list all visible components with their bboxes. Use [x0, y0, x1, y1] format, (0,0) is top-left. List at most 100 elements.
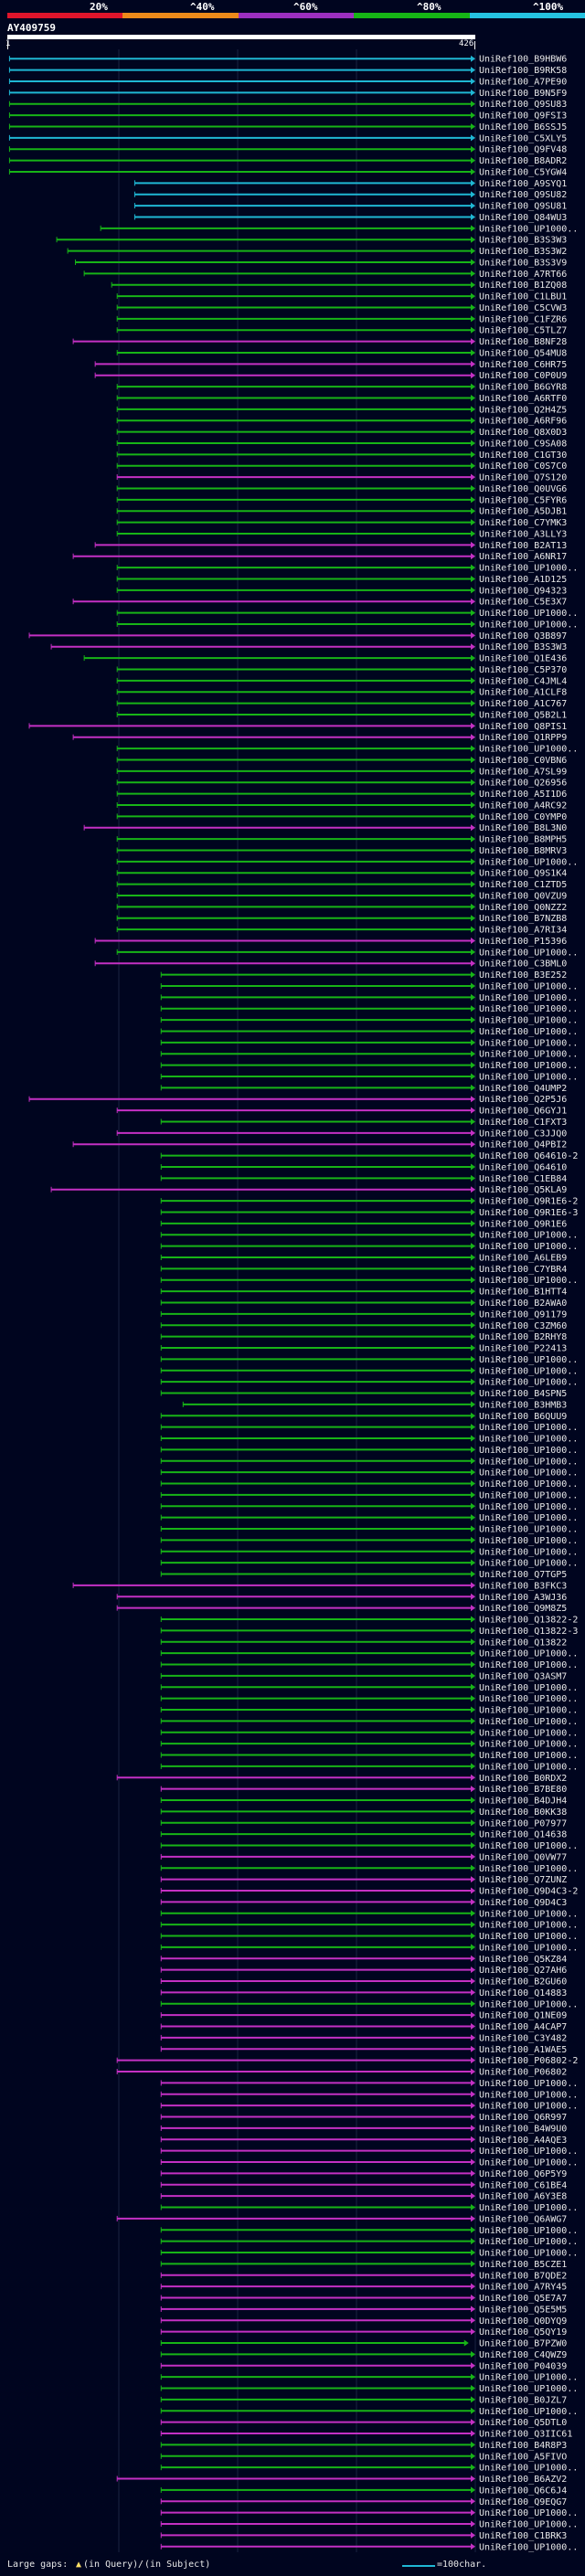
hit-label[interactable]: UniRef100_C5P370: [479, 665, 567, 675]
hit-row[interactable]: UniRef100_Q13822-2: [160, 1616, 578, 1626]
hit-label[interactable]: UniRef100_UP1000..: [479, 2079, 578, 2089]
hit-label[interactable]: UniRef100_B2GU60: [479, 1977, 567, 1988]
hit-row[interactable]: UniRef100_B3E252: [160, 970, 567, 981]
hit-label[interactable]: UniRef100_B3S3W3: [479, 642, 567, 652]
hit-row[interactable]: UniRef100_A7RY45: [160, 2283, 567, 2293]
hit-row[interactable]: UniRef100_A1D125: [116, 575, 567, 585]
hit-row[interactable]: UniRef100_UP1000..: [160, 2464, 578, 2474]
hit-row[interactable]: UniRef100_Q9R1E6-2: [160, 1197, 578, 1207]
hit-label[interactable]: UniRef100_P06802-2: [479, 2056, 578, 2066]
hit-row[interactable]: UniRef100_Q7TGP5: [160, 1570, 567, 1580]
hit-label[interactable]: UniRef100_UP1000..: [479, 2520, 578, 2530]
hit-label[interactable]: UniRef100_Q9R1E6: [479, 1219, 567, 1229]
hit-row[interactable]: UniRef100_Q9R1E6: [160, 1219, 567, 1229]
hit-row[interactable]: UniRef100_Q9EQG7: [160, 2497, 567, 2507]
hit-row[interactable]: UniRef100_B3S3V9: [75, 258, 568, 268]
hit-row[interactable]: UniRef100_B3S3W3: [56, 236, 567, 246]
hit-label[interactable]: UniRef100_A6RF96: [479, 417, 567, 427]
hit-row[interactable]: UniRef100_UP1000..: [100, 224, 578, 234]
hit-label[interactable]: UniRef100_B6SSJ5: [479, 122, 567, 133]
hit-label[interactable]: UniRef100_B3S3W2: [479, 247, 567, 257]
hit-row[interactable]: UniRef100_C4JML4: [116, 676, 567, 686]
hit-label[interactable]: UniRef100_Q9FV48: [479, 145, 567, 155]
hit-label[interactable]: UniRef100_UP1000..: [479, 2542, 578, 2552]
hit-label[interactable]: UniRef100_Q3B897: [479, 631, 567, 641]
hit-label[interactable]: UniRef100_B6QUU9: [479, 1412, 567, 1422]
hit-label[interactable]: UniRef100_Q13822-3: [479, 1627, 578, 1637]
hit-row[interactable]: UniRef100_C1FXT3: [160, 1118, 567, 1128]
hit-row[interactable]: UniRef100_A6RF96: [116, 417, 567, 427]
hit-label[interactable]: UniRef100_Q0VZU9: [479, 891, 567, 901]
hit-label[interactable]: UniRef100_A4CAP7: [479, 2022, 567, 2032]
hit-row[interactable]: UniRef100_B8MPH5: [116, 835, 567, 845]
hit-label[interactable]: UniRef100_UP1000..: [479, 620, 578, 630]
hit-label[interactable]: UniRef100_UP1000..: [479, 564, 578, 574]
hit-row[interactable]: UniRef100_C1LBU1: [116, 292, 567, 302]
hit-row[interactable]: UniRef100_Q14638: [160, 1830, 567, 1840]
hit-row[interactable]: UniRef100_UP1000..: [160, 2090, 578, 2100]
hit-row[interactable]: UniRef100_C0VBN6: [116, 756, 567, 766]
hit-label[interactable]: UniRef100_C0YMP0: [479, 812, 567, 822]
hit-row[interactable]: UniRef100_Q5DTL0: [160, 2418, 567, 2428]
hit-label[interactable]: UniRef100_Q9R1E6-3: [479, 1208, 578, 1218]
hit-row[interactable]: UniRef100_Q7ZUNZ: [160, 1875, 567, 1885]
hit-row[interactable]: UniRef100_B3S3W2: [67, 247, 567, 257]
hit-label[interactable]: UniRef100_C7YBR4: [479, 1265, 567, 1275]
hit-row[interactable]: UniRef100_Q54MU8: [116, 348, 567, 358]
hit-label[interactable]: UniRef100_UP1000..: [479, 1649, 578, 1659]
hit-label[interactable]: UniRef100_UP1000..: [479, 1446, 578, 1456]
hit-row[interactable]: UniRef100_UP1000..: [160, 1943, 578, 1953]
hit-row[interactable]: UniRef100_Q0VW77: [160, 1852, 567, 1862]
hit-row[interactable]: UniRef100_A4AQE3: [160, 2136, 567, 2146]
hit-row[interactable]: UniRef100_A1C767: [116, 699, 567, 709]
hit-row[interactable]: UniRef100_P07977: [160, 1818, 567, 1829]
hit-label[interactable]: UniRef100_B3S3V9: [479, 258, 567, 268]
hit-label[interactable]: UniRef100_C6HR75: [479, 360, 567, 370]
hit-label[interactable]: UniRef100_C5TLZ7: [479, 326, 567, 336]
hit-label[interactable]: UniRef100_Q8X0D3: [479, 428, 567, 438]
hit-label[interactable]: UniRef100_A3WJ36: [479, 1593, 567, 1603]
hit-label[interactable]: UniRef100_A1WAE5: [479, 2045, 567, 2055]
hit-row[interactable]: UniRef100_B1HTT4: [160, 1288, 567, 1298]
hit-row[interactable]: UniRef100_UP1000..: [160, 1050, 578, 1060]
hit-row[interactable]: UniRef100_UP1000..: [160, 1999, 578, 2009]
hit-row[interactable]: UniRef100_UP1000..: [160, 1502, 578, 1512]
hit-row[interactable]: UniRef100_C0YMP0: [116, 812, 567, 822]
hit-row[interactable]: UniRef100_A7RT66: [83, 270, 567, 280]
hit-label[interactable]: UniRef100_Q2P5J6: [479, 1095, 567, 1105]
hit-label[interactable]: UniRef100_Q6GYJ1: [479, 1107, 567, 1117]
hit-row[interactable]: UniRef100_A4RC92: [116, 800, 567, 811]
hit-row[interactable]: UniRef100_Q4UMP2: [160, 1084, 567, 1094]
hit-label[interactable]: UniRef100_UP1000..: [479, 2090, 578, 2100]
hit-label[interactable]: UniRef100_P04039: [479, 2361, 567, 2371]
hit-row[interactable]: UniRef100_Q5QY19: [160, 2327, 567, 2337]
hit-label[interactable]: UniRef100_C1FZR6: [479, 314, 567, 324]
hit-label[interactable]: UniRef100_A5FIVO: [479, 2452, 567, 2462]
hit-row[interactable]: UniRef100_UP1000..: [160, 981, 578, 991]
hit-label[interactable]: UniRef100_UP1000..: [479, 2158, 578, 2168]
hit-label[interactable]: UniRef100_UP1000..: [479, 1841, 578, 1851]
hit-row[interactable]: UniRef100_Q6C6J4: [160, 2486, 567, 2496]
hit-row[interactable]: UniRef100_Q84WU3: [133, 213, 567, 223]
hit-row[interactable]: UniRef100_UP1000..: [160, 1061, 578, 1071]
hit-row[interactable]: UniRef100_C1FZR6: [116, 314, 567, 324]
hit-row[interactable]: UniRef100_C5XLY5: [8, 133, 567, 143]
hit-row[interactable]: UniRef100_Q5B2L1: [116, 710, 567, 720]
hit-label[interactable]: UniRef100_A5I1D6: [479, 790, 567, 800]
hit-row[interactable]: UniRef100_Q8PIS1: [28, 722, 567, 732]
hit-row[interactable]: UniRef100_C1ZTD5: [116, 880, 567, 890]
hit-row[interactable]: UniRef100_B8MRV3: [116, 846, 567, 856]
hit-row[interactable]: UniRef100_B8L3N0: [83, 823, 567, 833]
hit-row[interactable]: UniRef100_UP1000..: [160, 1490, 578, 1500]
hit-row[interactable]: UniRef100_Q94323: [116, 586, 567, 596]
hit-label[interactable]: UniRef100_B8L3N0: [479, 823, 567, 833]
hit-label[interactable]: UniRef100_C5XLY5: [479, 133, 567, 143]
hit-label[interactable]: UniRef100_Q94323: [479, 586, 567, 596]
hit-label[interactable]: UniRef100_B7NZB8: [479, 914, 567, 924]
hit-row[interactable]: UniRef100_Q9SU83: [8, 100, 567, 110]
hit-label[interactable]: UniRef100_Q54MU8: [479, 348, 567, 358]
hit-row[interactable]: UniRef100_UP1000..: [160, 1423, 578, 1433]
hit-row[interactable]: UniRef100_A9SYQ1: [133, 179, 567, 189]
hit-row[interactable]: UniRef100_UP1000..: [160, 2158, 578, 2168]
hit-row[interactable]: UniRef100_Q6P5Y9: [160, 2169, 567, 2179]
